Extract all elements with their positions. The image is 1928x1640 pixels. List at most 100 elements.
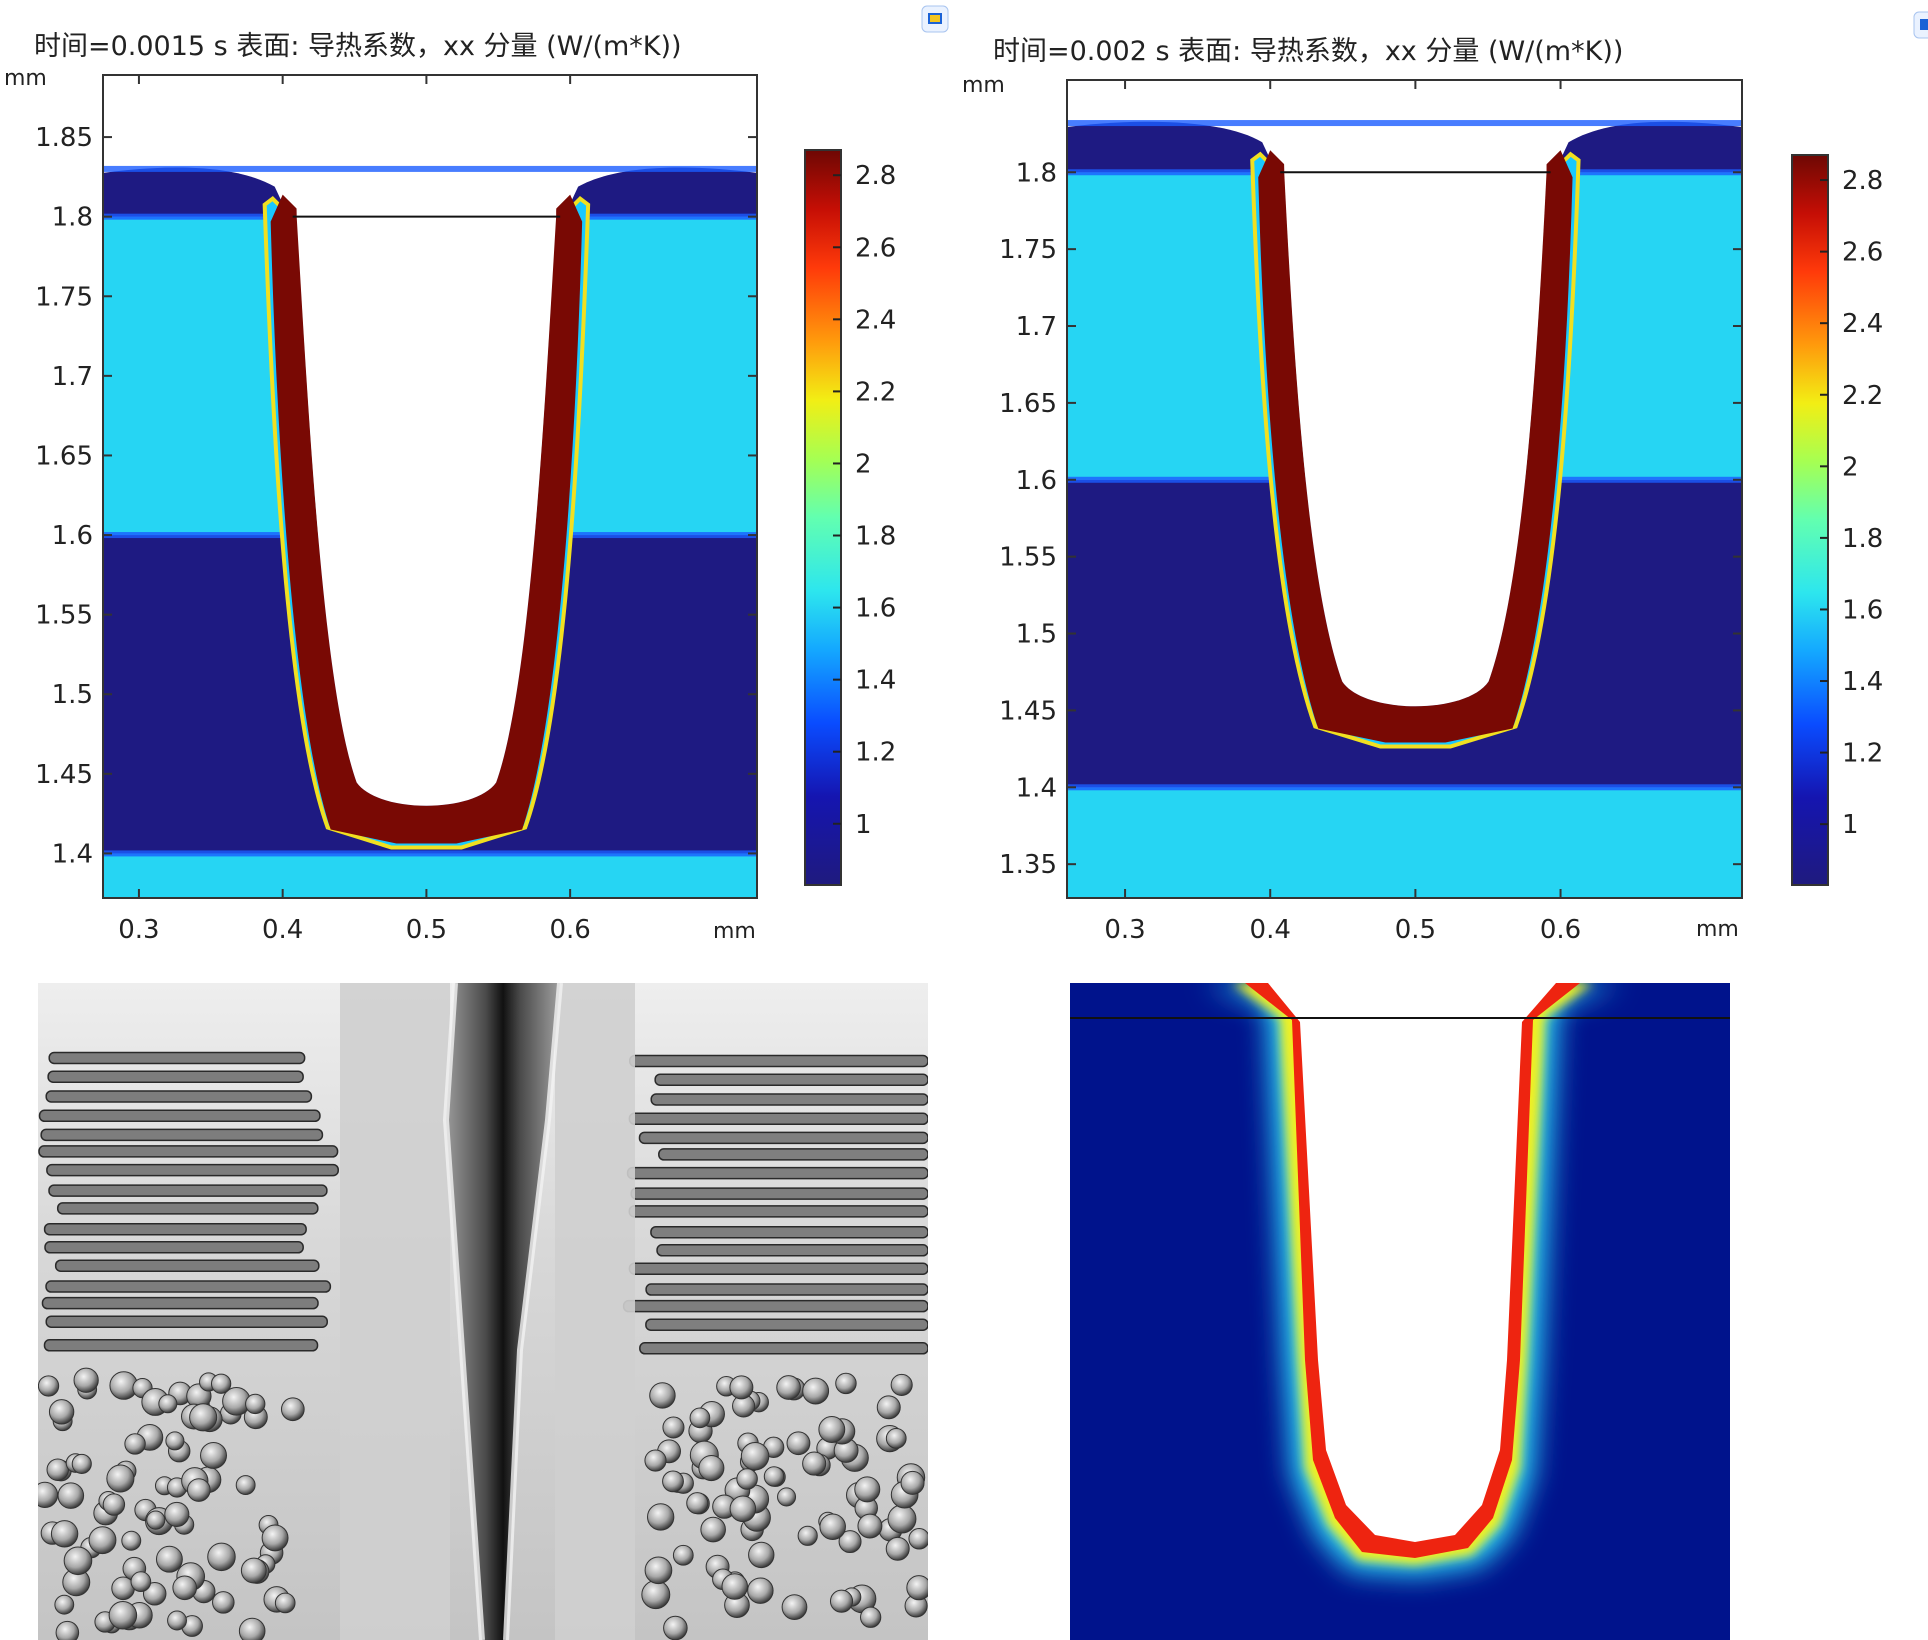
fiber-strand — [651, 1227, 928, 1238]
fiber-dot — [819, 1417, 845, 1443]
fiber-dot — [55, 1595, 74, 1614]
colorbar-tick-label: 2.8 — [855, 161, 896, 191]
fiber-strand — [45, 1242, 303, 1253]
fiber-strand — [657, 1245, 928, 1256]
fiber-dot — [275, 1593, 295, 1613]
fiber-dot — [664, 1616, 688, 1640]
fiber-dot — [648, 1504, 674, 1530]
y-tick-label: 1.8 — [52, 203, 93, 233]
colorbar-tick-label: 1.8 — [1842, 524, 1883, 554]
fiber-dot — [836, 1373, 856, 1393]
fiber-strand — [41, 1129, 322, 1140]
fiber-strand — [49, 1185, 327, 1196]
x-tick-label: 0.3 — [118, 915, 159, 945]
fiber-dot — [701, 1517, 726, 1542]
colorbar-tick-label: 2.6 — [1842, 238, 1883, 268]
fiber-dot — [58, 1483, 84, 1509]
fiber-strand — [40, 1110, 320, 1121]
fiber-dot — [190, 1404, 217, 1431]
fiber-dot — [147, 1511, 165, 1529]
fiber-strand — [58, 1203, 318, 1214]
fiber-strand — [46, 1091, 311, 1102]
fiber-dot — [642, 1581, 670, 1609]
fiber-strand — [629, 1113, 928, 1124]
fiber-strand — [629, 1263, 928, 1274]
colorbar-gradient — [805, 150, 841, 885]
y-tick-label: 1.45 — [35, 760, 93, 790]
fiber-dot — [877, 1396, 900, 1419]
fiber-dot — [907, 1576, 931, 1600]
fiber-dot — [663, 1417, 684, 1438]
y-tick-label: 1.75 — [999, 235, 1057, 265]
colorbar-tick-label: 1.2 — [1842, 739, 1883, 769]
fiber-strand — [640, 1343, 928, 1354]
fiber-dot — [778, 1488, 796, 1506]
fiber-dot — [777, 1376, 801, 1400]
fiber-strand — [46, 1281, 330, 1292]
fiber-dot — [56, 1621, 79, 1640]
y-tick-label: 1.85 — [35, 123, 93, 153]
chart-title: 时间=0.0015 s 表面: 导热系数，xx 分量 (W/(m*K)) — [34, 31, 682, 62]
plot-area — [103, 75, 757, 898]
y-unit-label: mm — [4, 66, 47, 91]
fiber-dot — [886, 1429, 906, 1449]
colorbar: 11.21.41.61.822.22.42.62.8 — [1792, 155, 1883, 885]
colorbar-tick-label: 1.2 — [855, 738, 896, 768]
fiber-strand — [646, 1284, 928, 1295]
fiber-strand — [56, 1260, 319, 1271]
fiber-dot — [787, 1432, 810, 1455]
y-tick-label: 1.4 — [1016, 773, 1057, 803]
x-unit-label: mm — [713, 919, 756, 944]
fiber-dot — [168, 1611, 187, 1630]
fiber-strand — [651, 1094, 928, 1105]
fiber-dot — [645, 1450, 666, 1471]
fiber-dot — [165, 1502, 189, 1526]
fiber-strand — [46, 1316, 327, 1327]
x-tick-label: 0.5 — [406, 915, 447, 945]
y-unit-label: mm — [962, 73, 1005, 98]
fiber-dot — [159, 1395, 177, 1413]
y-tick-label: 1.5 — [1016, 620, 1057, 650]
colorbar-tick-label: 2.2 — [1842, 381, 1883, 411]
fiber-dot — [737, 1469, 757, 1489]
chart-title: 时间=0.002 s 表面: 导热系数，xx 分量 (W/(m*K)) — [993, 36, 1623, 67]
x-tick-label: 0.3 — [1104, 915, 1145, 945]
y-tick-label: 1.45 — [999, 696, 1057, 726]
fiber-dot — [673, 1545, 693, 1565]
fiber-dot — [173, 1576, 197, 1600]
fiber-dot — [820, 1514, 846, 1540]
fiber-dot — [49, 1400, 73, 1424]
plot-area — [1067, 80, 1742, 898]
fiber-strand — [49, 1052, 304, 1063]
fiber-dot — [281, 1398, 304, 1421]
heatmap-chart-t0015: 时间=0.0015 s 表面: 导热系数，xx 分量 (W/(m*K)) mm … — [4, 31, 896, 945]
colorbar-tick-label: 1 — [1842, 810, 1859, 840]
fiber-dot — [855, 1477, 880, 1502]
x-tick-label: 0.6 — [1540, 915, 1581, 945]
fiber-dot — [803, 1378, 829, 1404]
fiber-dot — [208, 1543, 235, 1570]
fiber-dot — [748, 1578, 773, 1603]
fiber-strand — [47, 1165, 338, 1176]
sem-micrograph — [32, 983, 931, 1640]
colorbar-tick-label: 1.6 — [855, 594, 896, 624]
fiber-strand — [646, 1319, 928, 1330]
y-tick-label: 1.6 — [52, 521, 93, 551]
layer-band — [103, 853, 757, 898]
fiber-dot — [131, 1572, 151, 1592]
fiber-dot — [239, 1618, 265, 1640]
layer-band — [1067, 787, 1742, 898]
fiber-dot — [861, 1607, 881, 1627]
y-tick-label: 1.55 — [35, 601, 93, 631]
fiber-dot — [886, 1537, 909, 1560]
colorbar-tick-label: 2.6 — [855, 233, 896, 263]
y-tick-label: 1.7 — [52, 362, 93, 392]
fiber-dot — [687, 1493, 708, 1514]
colorbar-tick-label: 1.4 — [855, 666, 896, 696]
x-tick-label: 0.5 — [1395, 915, 1436, 945]
colorbar-gradient — [1792, 155, 1828, 885]
colorbar-tick-label: 2.8 — [1842, 166, 1883, 196]
colorbar-tick-label: 1.8 — [855, 522, 896, 552]
y-tick-label: 1.65 — [35, 441, 93, 471]
